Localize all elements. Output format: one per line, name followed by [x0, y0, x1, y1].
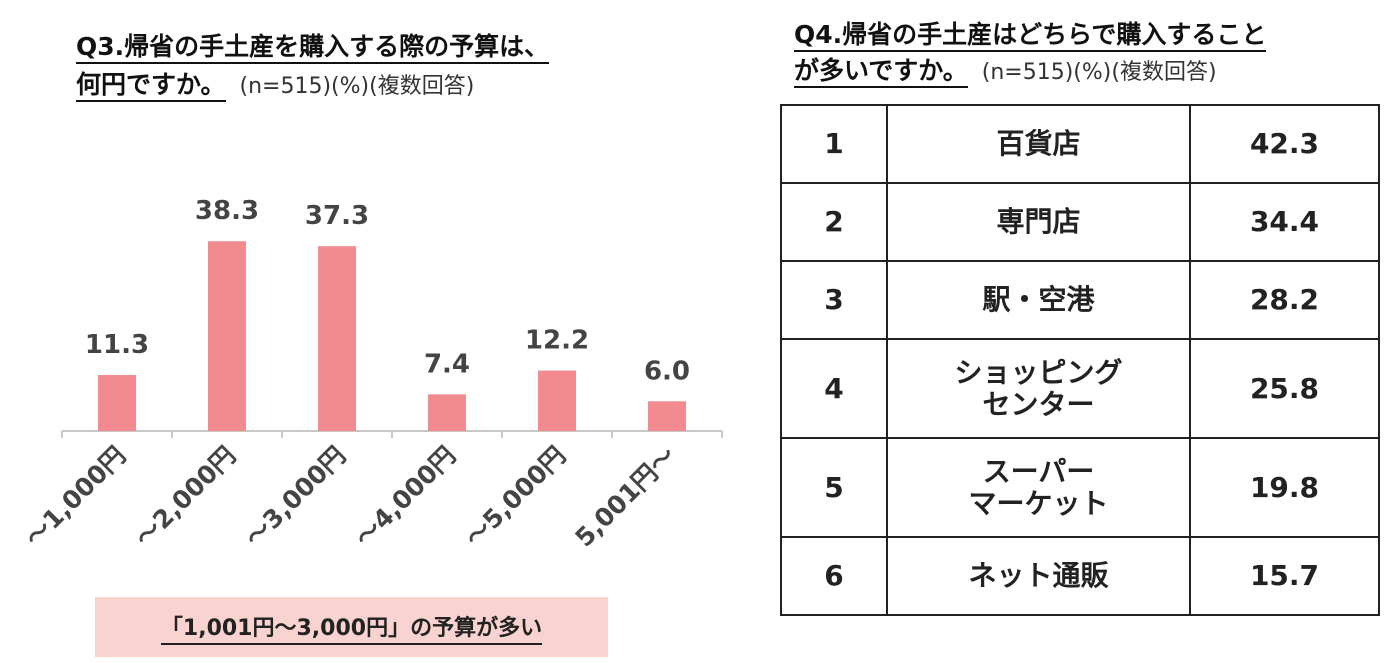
place-label: ネット通販: [968, 559, 1109, 592]
callout-text: 「1,001円～3,000円」の予算が多い: [160, 610, 543, 645]
purchase-place-table: 1 百貨店 42.3 2 専門店 34.4 3 駅・空港 28.2 4 ショッピ…: [780, 104, 1380, 616]
data-label: 38.3: [195, 196, 259, 226]
q3-title-line1: Q3.帰省の手土産を購入する際の予算は、: [76, 32, 550, 64]
bar: [98, 375, 136, 431]
table-row: 2 専門店 34.4: [780, 182, 1380, 262]
q3-title-line2: 何円ですか。: [76, 70, 226, 102]
rank-cell: 5: [780, 437, 888, 538]
value-cell: 15.7: [1189, 536, 1380, 616]
value-cell: 42.3: [1189, 104, 1380, 184]
place-cell: ネット通販: [886, 536, 1191, 616]
category-label: ～3,000円: [239, 441, 351, 553]
place-label: 専門店: [996, 205, 1081, 238]
table-row: 4 ショッピング センター 25.8: [780, 338, 1380, 439]
data-label: 12.2: [525, 326, 589, 356]
table-row: 6 ネット通販 15.7: [780, 536, 1380, 616]
bar: [538, 370, 576, 431]
q4-title: Q4.帰省の手土産はどちらで購入すること が多いですか。 (n=515)(%)(複…: [794, 17, 1394, 91]
table-row: 1 百貨店 42.3: [780, 104, 1380, 184]
rank-cell: 3: [780, 260, 888, 340]
category-label: ～1,000円: [19, 441, 131, 553]
place-label: 百貨店: [996, 127, 1081, 160]
bar: [208, 241, 246, 431]
rank-cell: 2: [780, 182, 888, 262]
place-label-line2: マーケット: [968, 486, 1109, 520]
category-label: ～2,000円: [129, 441, 241, 553]
data-label: 37.3: [305, 201, 369, 231]
rank-cell: 1: [780, 104, 888, 184]
q3-note: (n=515)(%)(複数回答): [239, 74, 475, 99]
place-label-line1: スーパー: [982, 454, 1095, 488]
data-label: 11.3: [85, 330, 149, 360]
table-row: 3 駅・空港 28.2: [780, 260, 1380, 340]
value-cell: 28.2: [1189, 260, 1380, 340]
bar: [648, 401, 686, 431]
q4-note: (n=515)(%)(複数回答): [981, 60, 1217, 85]
rank-cell: 6: [780, 536, 888, 616]
q4-title-line1: Q4.帰省の手土産はどちらで購入すること: [794, 20, 1267, 52]
budget-bar-chart: 11.3 ～1,000円 38.3 ～2,000円 37.3 ～3,000円 7.4 ～4,0…: [19, 196, 723, 553]
category-label: ～5,000円: [459, 441, 571, 553]
q4-title-line2: が多いですか。: [794, 56, 968, 88]
place-label-line1: ショッピング: [954, 355, 1123, 389]
value-cell: 25.8: [1189, 338, 1380, 439]
place-label: 駅・空港: [982, 283, 1095, 316]
bar: [318, 246, 356, 431]
rank-cell: 4: [780, 338, 888, 439]
data-label: 7.4: [424, 349, 470, 379]
table-row: 5 スーパー マーケット 19.8: [780, 437, 1380, 538]
bar: [428, 394, 466, 431]
place-cell: ショッピング センター: [886, 338, 1191, 439]
data-label: 6.0: [644, 356, 690, 386]
value-cell: 34.4: [1189, 182, 1380, 262]
place-cell: スーパー マーケット: [886, 437, 1191, 538]
place-cell: 専門店: [886, 182, 1191, 262]
category-label: ～4,000円: [349, 441, 461, 553]
callout-box: 「1,001円～3,000円」の予算が多い: [95, 597, 608, 657]
place-label-line2: センター: [982, 387, 1095, 421]
category-label: 5,001円～: [569, 441, 681, 553]
value-cell: 19.8: [1189, 437, 1380, 538]
q3-title: Q3.帰省の手土産を購入する際の予算は、 何円ですか。 (n=515)(%)(複数…: [76, 28, 656, 106]
place-cell: 百貨店: [886, 104, 1191, 184]
place-cell: 駅・空港: [886, 260, 1191, 340]
